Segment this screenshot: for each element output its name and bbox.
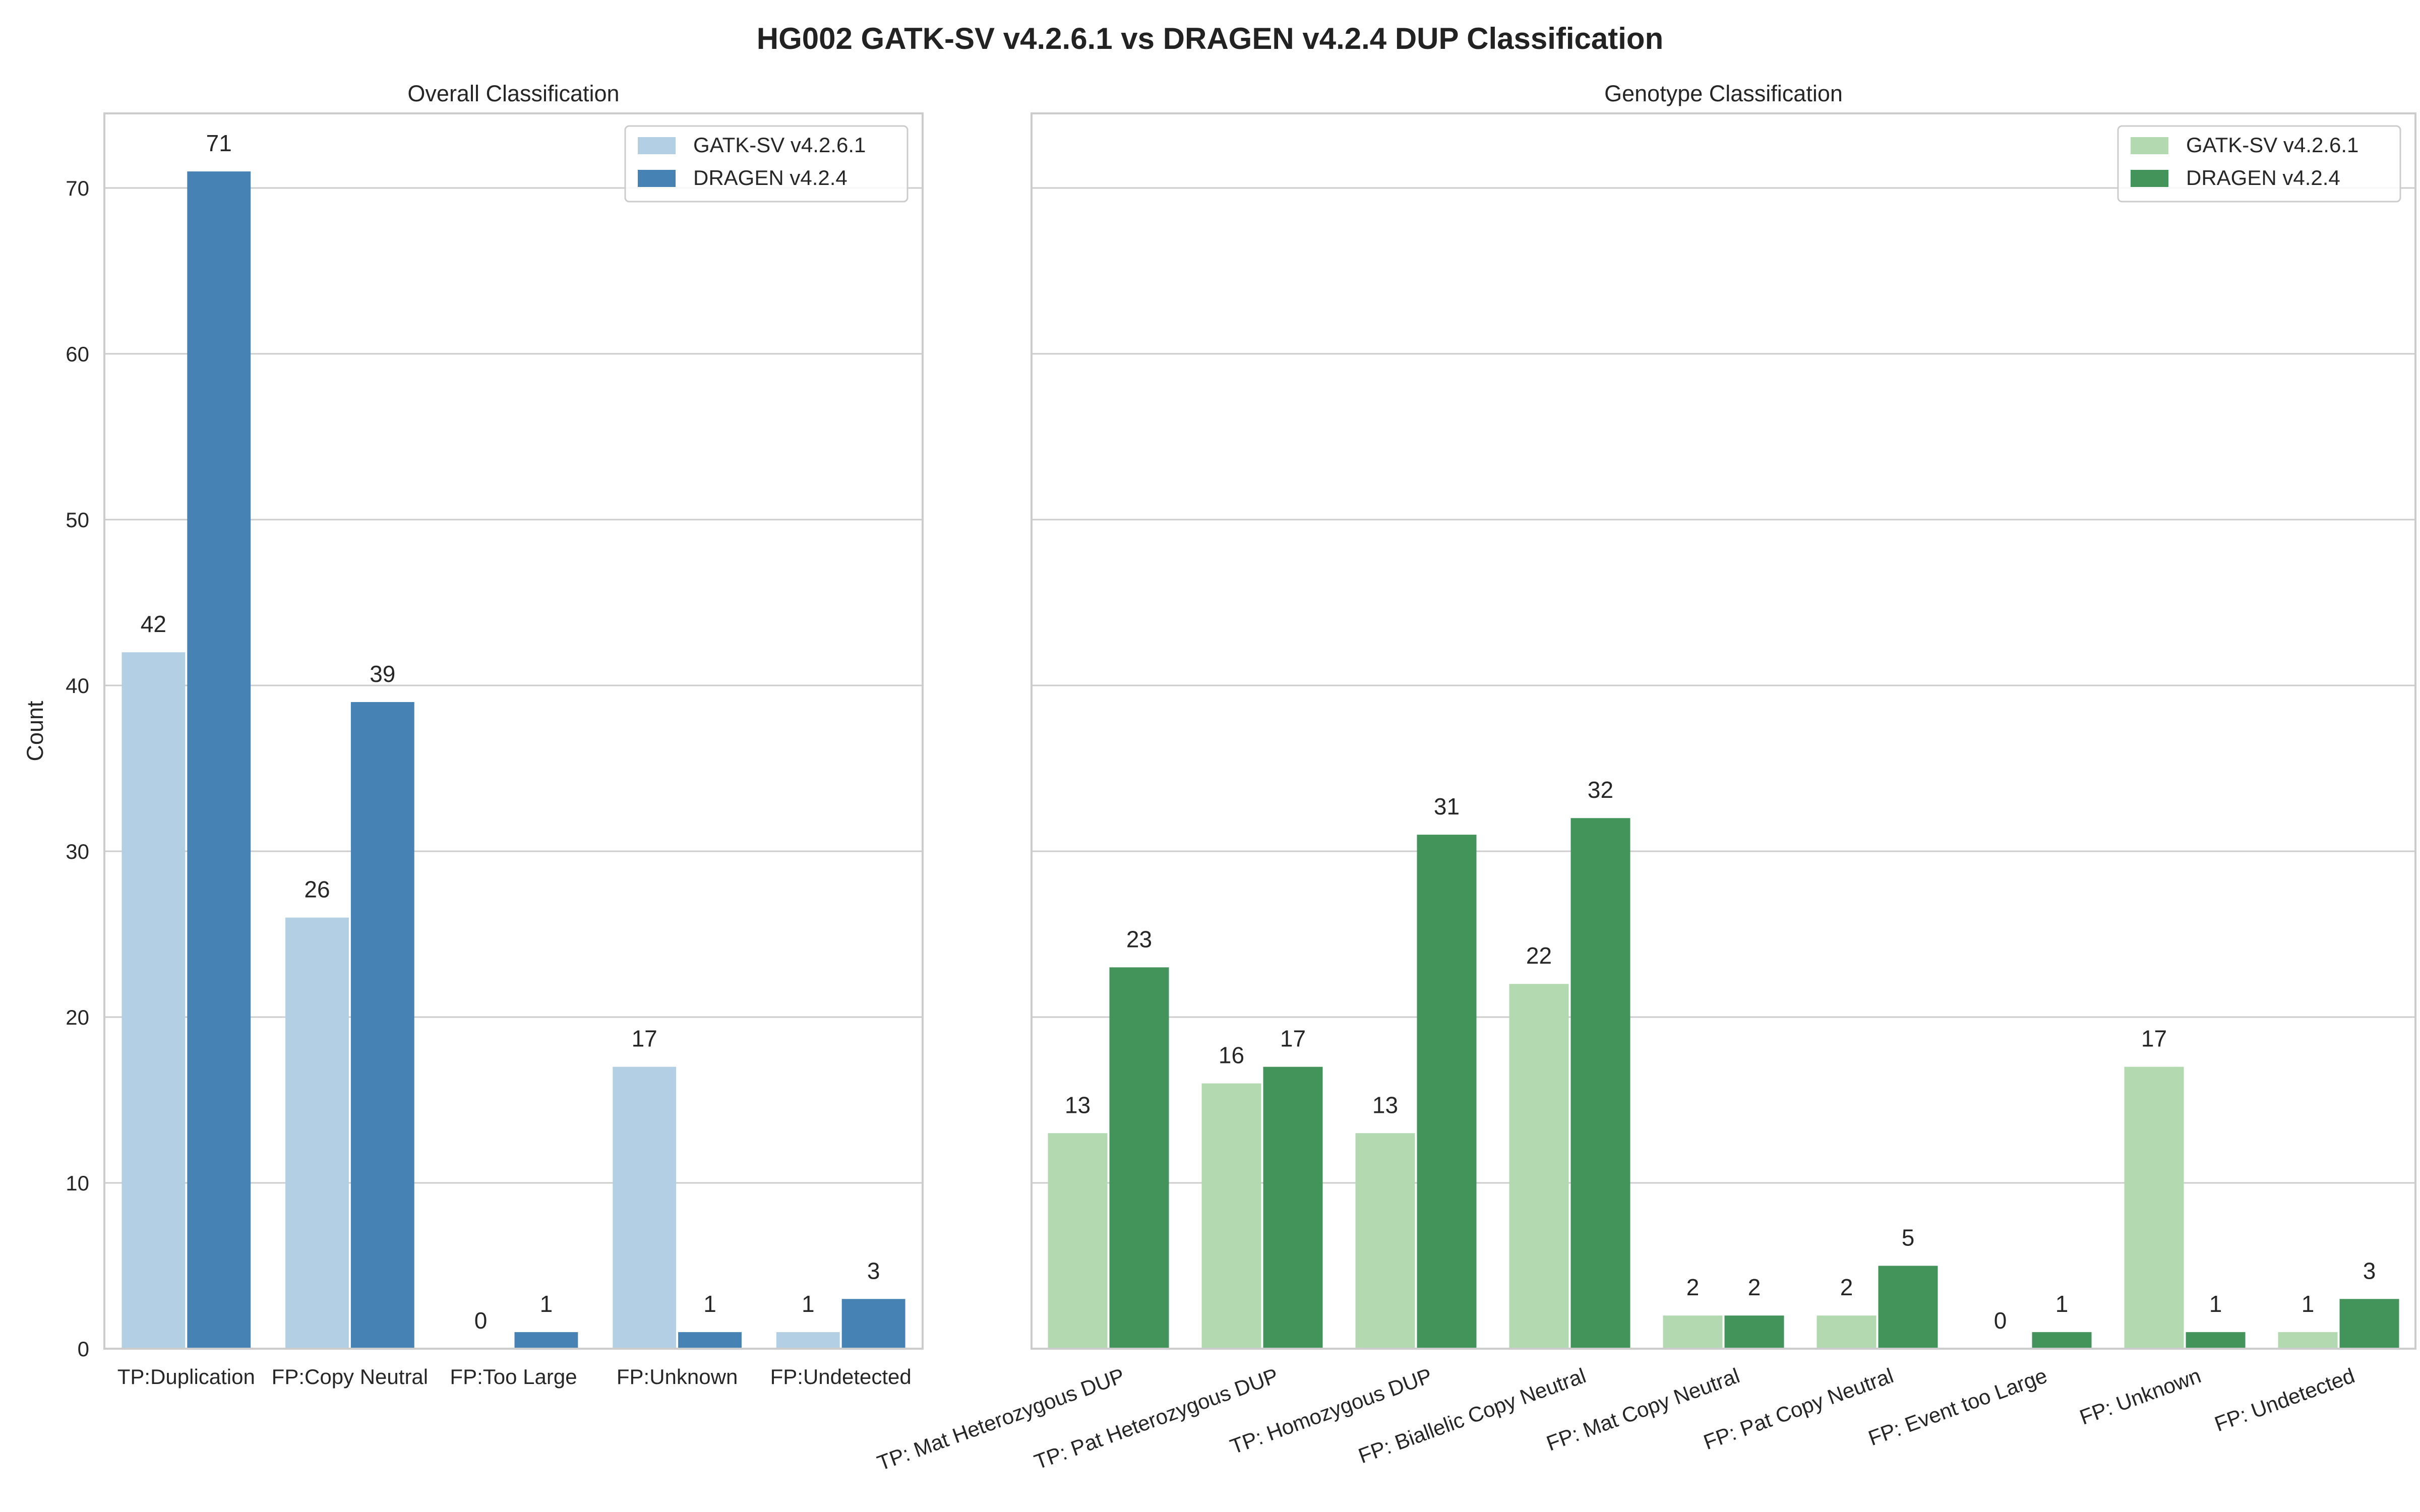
data-label: 0 [1994, 1307, 2007, 1334]
plot-frame [1031, 112, 2416, 1350]
legend-swatch-gatk-sv-v4-2-6-1 [2131, 137, 2168, 154]
bar-dragen-v4-2-4-fp-pat-copy-neutral [1878, 1266, 1938, 1349]
bar-dragen-v4-2-4-fp-undetected [2339, 1299, 2399, 1349]
data-label: 1 [2302, 1291, 2315, 1317]
y-tick-label: 70 [66, 176, 89, 200]
bar-gatk-sv-v4-2-6-1-tp-mat-heterozygous-dup [1048, 1133, 1108, 1349]
y-tick-label: 10 [66, 1171, 89, 1195]
legend-swatch-dragen-v4-2-4 [638, 170, 676, 187]
x-tick-label: FP:Undetected [770, 1365, 912, 1389]
legend-label: GATK-SV v4.2.6.1 [693, 133, 866, 157]
data-label: 31 [1434, 793, 1460, 820]
data-label: 1 [802, 1291, 815, 1317]
bar-gatk-sv-v4-2-6-1-tp-homozygous-dup [1355, 1133, 1415, 1349]
bar-gatk-sv-v4-2-6-1-fp-unknown [2124, 1066, 2184, 1349]
data-label: 13 [1372, 1092, 1398, 1118]
x-tick-label: FP:Copy Neutral [272, 1365, 428, 1389]
bar-gatk-sv-v4-2-6-1-tp-pat-heterozygous-dup [1201, 1083, 1261, 1349]
plot-frame [103, 112, 924, 1350]
bar-gatk-sv-v4-2-6-1-fp-biallelic-copy-neutral [1509, 984, 1569, 1349]
x-tick-label: FP:Unknown [617, 1365, 738, 1389]
x-tick-label: TP:Duplication [117, 1365, 255, 1389]
data-label: 17 [2141, 1026, 2167, 1052]
data-label: 3 [2363, 1257, 2376, 1284]
bar-dragen-v4-2-4-fp-event-too-large [2032, 1332, 2092, 1349]
x-tick-label: FP: Undetected [2211, 1363, 2357, 1436]
bar-dragen-v4-2-4-tp-homozygous-dup [1417, 835, 1477, 1349]
y-tick-label: 20 [66, 1005, 89, 1029]
bar-gatk-sv-v4-2-6-1-fp-undetected [2278, 1332, 2338, 1349]
data-label: 26 [304, 876, 330, 903]
bar-gatk-sv-v4-2-6-1-fp-undetected [776, 1332, 840, 1349]
chart-title: HG002 GATK-SV v4.2.6.1 vs DRAGEN v4.2.4 … [756, 22, 1664, 55]
y-tick-label: 40 [66, 674, 89, 698]
legend-box [2117, 125, 2401, 203]
bar-dragen-v4-2-4-fp-too-large [514, 1332, 578, 1349]
bar-dragen-v4-2-4-tp-mat-heterozygous-dup [1109, 967, 1169, 1349]
data-label: 2 [1748, 1274, 1761, 1300]
data-label: 39 [370, 661, 395, 687]
bar-dragen-v4-2-4-fp-copy-neutral [350, 702, 414, 1349]
y-tick-label: 60 [66, 342, 89, 366]
bar-dragen-v4-2-4-tp-pat-heterozygous-dup [1263, 1066, 1323, 1349]
data-label: 17 [1280, 1026, 1306, 1052]
x-tick-label: TP: Pat Heterozygous DUP [1031, 1363, 1281, 1474]
bar-gatk-sv-v4-2-6-1-fp-copy-neutral [285, 917, 349, 1349]
data-label: 3 [867, 1257, 880, 1284]
x-tick-label: FP: Unknown [2077, 1363, 2204, 1429]
data-label: 5 [1902, 1225, 1915, 1251]
legend-box [624, 125, 909, 203]
bar-dragen-v4-2-4-fp-unknown [678, 1332, 742, 1349]
y-tick-label: 0 [78, 1337, 89, 1361]
data-label: 13 [1065, 1092, 1091, 1118]
plot-background [1032, 113, 2415, 1349]
legend-label: GATK-SV v4.2.6.1 [2186, 133, 2358, 157]
legend-label: DRAGEN v4.2.4 [693, 166, 848, 190]
bar-dragen-v4-2-4-fp-unknown [2186, 1332, 2246, 1349]
bar-dragen-v4-2-4-fp-biallelic-copy-neutral [1570, 818, 1630, 1349]
bar-gatk-sv-v4-2-6-1-fp-unknown [613, 1066, 677, 1349]
data-label: 32 [1588, 777, 1613, 803]
data-label: 23 [1126, 926, 1152, 952]
panel-title: Genotype Classification [1604, 81, 1843, 106]
data-label: 71 [206, 130, 232, 156]
panel-overall-classification: 0102030405060704271TP:Duplication2639FP:… [22, 81, 924, 1389]
y-tick-label: 30 [66, 840, 89, 863]
data-label: 42 [141, 611, 166, 637]
panel-title: Overall Classification [407, 81, 619, 106]
y-axis-label: Count [22, 701, 48, 762]
data-label: 0 [474, 1307, 488, 1334]
y-tick-label: 50 [66, 508, 89, 532]
data-label: 17 [632, 1026, 657, 1052]
bar-dragen-v4-2-4-tp-duplication [187, 171, 251, 1349]
data-label: 1 [540, 1291, 553, 1317]
bar-gatk-sv-v4-2-6-1-fp-mat-copy-neutral [1663, 1315, 1723, 1349]
legend-label: DRAGEN v4.2.4 [2186, 166, 2340, 190]
data-label: 1 [2209, 1291, 2222, 1317]
data-label: 2 [1686, 1274, 1700, 1300]
bar-dragen-v4-2-4-fp-mat-copy-neutral [1724, 1315, 1784, 1349]
legend-swatch-dragen-v4-2-4 [2131, 170, 2168, 187]
data-label: 2 [1840, 1274, 1853, 1300]
data-label: 22 [1526, 942, 1552, 969]
data-label: 16 [1219, 1042, 1244, 1068]
x-tick-label: TP: Mat Heterozygous DUP [874, 1363, 1128, 1475]
x-tick-label: FP:Too Large [450, 1365, 577, 1389]
data-label: 1 [2055, 1291, 2069, 1317]
data-label: 1 [703, 1291, 716, 1317]
legend-swatch-gatk-sv-v4-2-6-1 [638, 137, 676, 154]
bar-gatk-sv-v4-2-6-1-fp-pat-copy-neutral [1817, 1315, 1877, 1349]
bar-gatk-sv-v4-2-6-1-tp-duplication [122, 652, 186, 1349]
bar-dragen-v4-2-4-fp-undetected [841, 1299, 905, 1349]
